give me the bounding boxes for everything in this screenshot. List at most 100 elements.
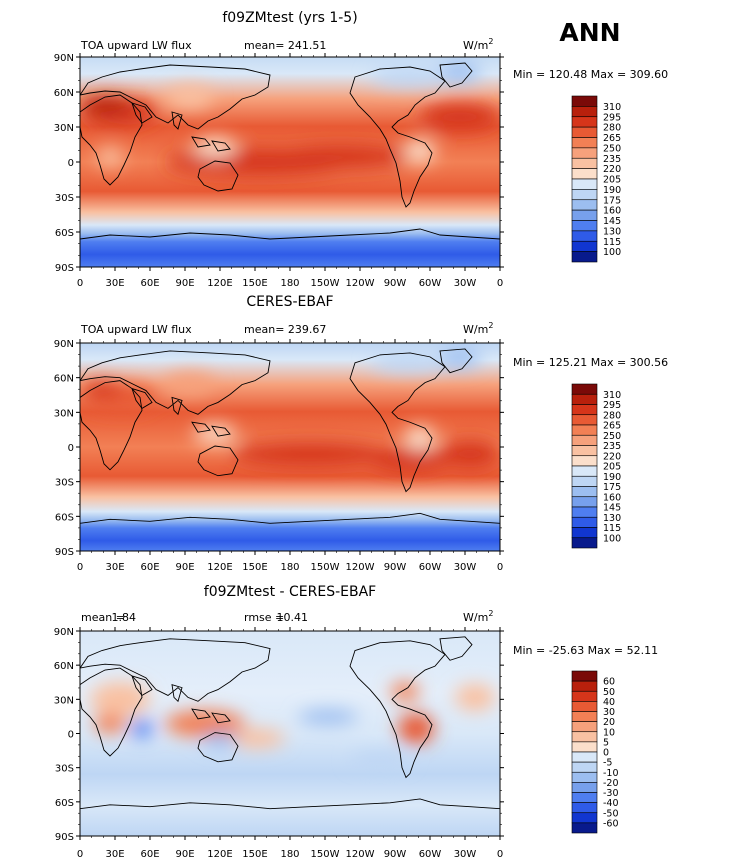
panel-title: f09ZMtest (yrs 1-5) xyxy=(222,10,357,26)
colorbar-swatch xyxy=(571,527,598,539)
colorbar-label: 30 xyxy=(603,707,615,718)
colorbar-swatch xyxy=(571,475,598,487)
colorbar-label: 235 xyxy=(603,154,621,165)
lon-tick-label: 120E xyxy=(207,278,232,289)
colorbar-label: 10 xyxy=(603,727,615,738)
colorbar-swatch xyxy=(571,711,598,722)
colorbar-label: 0 xyxy=(603,748,609,759)
colorbar-swatch xyxy=(571,690,598,702)
lon-tick-label: 150W xyxy=(311,562,340,573)
colorbar-label: 250 xyxy=(603,143,621,154)
colorbar-swatch xyxy=(571,147,598,159)
mean-label: mean= 241.51 xyxy=(244,39,326,52)
lon-tick-label: 180 xyxy=(280,562,299,573)
colorbar-swatch xyxy=(571,455,598,467)
colorbar-swatch xyxy=(571,414,598,426)
colorbar-label: 295 xyxy=(603,112,621,123)
lon-tick-label: 120W xyxy=(346,562,375,573)
colorbar-swatch xyxy=(571,731,598,743)
map-field xyxy=(80,631,500,836)
lon-tick-label: 30E xyxy=(105,849,124,860)
lat-tick-label: 60S xyxy=(55,512,74,523)
lat-tick-label: 30N xyxy=(54,695,74,706)
colorbar-swatch xyxy=(571,126,598,138)
lon-tick-label: 60W xyxy=(419,562,442,573)
colorbar-label: 145 xyxy=(603,216,621,227)
lon-tick-label: 30W xyxy=(454,562,477,573)
colorbar-swatch xyxy=(571,812,598,824)
mean-label: mean = xyxy=(81,611,125,624)
mean-label: mean= 239.67 xyxy=(244,323,326,336)
colorbar-swatch xyxy=(571,209,598,221)
lon-tick-label: 60E xyxy=(140,562,159,573)
lon-tick-label: 0 xyxy=(497,562,503,573)
colorbar-label: 280 xyxy=(603,410,621,421)
colorbar-label: 220 xyxy=(603,164,621,175)
colorbar-swatch xyxy=(571,199,598,211)
lat-tick-label: 30S xyxy=(55,764,74,775)
units-superscript: 2 xyxy=(488,321,493,330)
rmse-value: 10.41 xyxy=(277,611,309,624)
colorbar-label: 115 xyxy=(603,237,621,248)
colorbar-label: 265 xyxy=(603,421,621,432)
colorbar-label: 295 xyxy=(603,400,621,411)
lat-tick-label: 30N xyxy=(54,123,74,134)
colorbar-label: 310 xyxy=(603,390,621,401)
colorbar-label: 220 xyxy=(603,451,621,462)
colorbar-swatch xyxy=(571,516,598,528)
lon-tick-label: 60W xyxy=(419,849,442,860)
units-label: W/m2 xyxy=(463,609,493,624)
colorbar-swatch xyxy=(571,404,598,416)
colorbar-swatch xyxy=(571,383,598,395)
colorbar-label: -30 xyxy=(603,788,619,799)
colorbar-swatch xyxy=(571,701,598,712)
map-panel-1: f09ZMtest (yrs 1-5) TOA upward LW flux mea… xyxy=(54,10,668,289)
lon-tick-label: 90E xyxy=(175,562,194,573)
colorbar-swatch xyxy=(571,465,598,477)
colorbar-swatch xyxy=(571,761,598,773)
lon-tick-label: 150E xyxy=(242,849,267,860)
lon-tick-label: 180 xyxy=(280,278,299,289)
colorbar-swatch xyxy=(571,424,598,436)
lon-tick-label: 60W xyxy=(419,278,442,289)
colorbar-label: 130 xyxy=(603,226,621,237)
lon-tick-label: 120W xyxy=(346,849,375,860)
units-superscript: 2 xyxy=(488,37,493,46)
colorbar-swatch xyxy=(571,393,598,405)
colorbar-swatch xyxy=(571,251,598,263)
lat-tick-label: 60N xyxy=(54,661,74,672)
lon-tick-label: 0 xyxy=(77,562,83,573)
lon-tick-label: 60E xyxy=(140,849,159,860)
lon-tick-label: 120E xyxy=(207,849,232,860)
colorbar-label: 265 xyxy=(603,133,621,144)
lat-tick-label: 90N xyxy=(54,339,74,350)
lon-tick-label: 90W xyxy=(384,278,407,289)
colorbar-swatch xyxy=(571,782,598,793)
colorbar-label: 100 xyxy=(603,533,621,544)
colorbar-swatch xyxy=(571,178,598,190)
colorbar-swatch xyxy=(571,751,598,763)
units-label: W/m2 xyxy=(463,37,493,52)
lat-tick-label: 90S xyxy=(55,547,74,558)
panel-title: f09ZMtest - CERES-EBAF xyxy=(204,584,376,600)
colorbar-label: 20 xyxy=(603,717,615,728)
colorbar-swatch xyxy=(571,771,598,783)
colorbar-label: 250 xyxy=(603,431,621,442)
colorbar-label: 190 xyxy=(603,472,621,483)
panel-title: CERES-EBAF xyxy=(246,294,333,310)
lat-tick-label: 90N xyxy=(54,53,74,64)
colorbar-label: 280 xyxy=(603,123,621,134)
min-max-label: Min = 120.48 Max = 309.60 xyxy=(513,68,668,81)
lon-tick-label: 150E xyxy=(242,562,267,573)
colorbar-label: 145 xyxy=(603,503,621,514)
lat-tick-label: 0 xyxy=(68,730,74,741)
colorbar-label: 175 xyxy=(603,195,621,206)
min-max-label: Min = 125.21 Max = 300.56 xyxy=(513,356,668,369)
colorbar-label: -40 xyxy=(603,798,619,809)
colorbar-swatch xyxy=(571,116,598,128)
lon-tick-label: 30E xyxy=(105,562,124,573)
lon-tick-label: 0 xyxy=(77,278,83,289)
colorbar-label: 160 xyxy=(603,492,621,503)
